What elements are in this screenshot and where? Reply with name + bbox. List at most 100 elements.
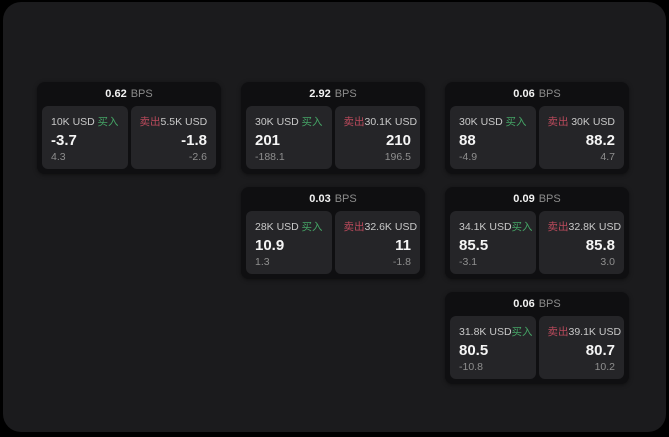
sell-sub-value: -2.6: [188, 150, 207, 163]
pane-top: 卖出 32.6K USD: [343, 219, 418, 234]
card-body: 34.1K USD 买入 85.5 -3.1 卖出 32.8K USD 85.8…: [450, 211, 624, 274]
sell-sub-value: 196.5: [384, 150, 411, 163]
pane-top: 卖出 30.1K USD: [343, 114, 418, 129]
sell-value: 210: [385, 131, 411, 149]
pane-top: 卖出 5.5K USD: [140, 114, 208, 129]
sell-value: 11: [395, 236, 411, 254]
sell-sub-value: -1.8: [392, 255, 411, 268]
card-body: 10K USD 买入 -3.7 4.3 卖出 5.5K USD -1.8 -2.…: [42, 106, 216, 169]
buy-pane[interactable]: 28K USD 买入 10.9 1.3: [246, 211, 332, 274]
buy-tag: 买入: [301, 116, 323, 128]
bps-header: 0.06 BPS: [450, 292, 624, 316]
sell-value: -1.8: [181, 131, 207, 149]
buy-tag: 买入: [511, 326, 533, 338]
buy-sub-value: 1.3: [255, 255, 270, 268]
card-body: 31.8K USD 买入 80.5 -10.8 卖出 39.1K USD 80.…: [450, 316, 624, 379]
buy-value: 85.5: [459, 236, 489, 254]
pane-top: 卖出 30K USD: [548, 114, 616, 129]
sell-amount: 30.1K USD: [364, 116, 418, 128]
bps-value: 0.03: [309, 193, 331, 205]
buy-sub-value: 4.3: [51, 150, 66, 163]
spread-card[interactable]: 0.06 BPS 31.8K USD 买入 80.5 -10.8 卖出 39.1…: [445, 292, 629, 384]
pane-top: 30K USD 买入: [255, 114, 323, 129]
spread-card-grid: 0.62 BPS 10K USD 买入 -3.7 4.3 卖出 5.5K USD: [37, 82, 629, 384]
pane-top: 卖出 39.1K USD: [547, 324, 622, 339]
bps-header: 0.62 BPS: [42, 82, 216, 106]
buy-sub-value: -10.8: [459, 360, 483, 373]
buy-pane[interactable]: 34.1K USD 买入 85.5 -3.1: [450, 211, 536, 274]
sell-pane[interactable]: 卖出 39.1K USD 80.7 10.2: [538, 316, 624, 379]
spread-card[interactable]: 0.06 BPS 30K USD 买入 88 -4.9 卖出 30K USD: [445, 82, 629, 174]
buy-pane[interactable]: 31.8K USD 买入 80.5 -10.8: [450, 316, 536, 379]
buy-sub-value: -3.1: [459, 255, 478, 268]
sell-amount: 5.5K USD: [160, 116, 208, 128]
sell-amount: 32.8K USD: [568, 221, 622, 233]
sell-pane[interactable]: 卖出 5.5K USD -1.8 -2.6: [130, 106, 216, 169]
app-panel: 0.62 BPS 10K USD 买入 -3.7 4.3 卖出 5.5K USD: [3, 2, 666, 432]
buy-value: 88: [459, 131, 476, 149]
sell-sub-value: 4.7: [600, 150, 615, 163]
buy-amount: 30K USD: [459, 116, 503, 128]
pane-top: 31.8K USD 买入: [459, 324, 533, 339]
sell-pane[interactable]: 卖出 30.1K USD 210 196.5: [334, 106, 420, 169]
buy-amount: 31.8K USD: [459, 326, 512, 338]
buy-sub-value: -188.1: [255, 150, 285, 163]
bps-unit: BPS: [538, 88, 561, 100]
sell-tag: 卖出: [547, 221, 569, 233]
card-body: 30K USD 买入 201 -188.1 卖出 30.1K USD 210 1…: [246, 106, 420, 169]
bps-unit: BPS: [334, 193, 357, 205]
bps-value: 0.62: [105, 88, 127, 100]
spread-card[interactable]: 2.92 BPS 30K USD 买入 201 -188.1 卖出 30.1K …: [241, 82, 425, 174]
buy-amount: 10K USD: [51, 116, 95, 128]
buy-tag: 买入: [505, 116, 527, 128]
card-body: 28K USD 买入 10.9 1.3 卖出 32.6K USD 11 -1.8: [246, 211, 420, 274]
sell-tag: 卖出: [343, 116, 365, 128]
bps-header: 0.09 BPS: [450, 187, 624, 211]
buy-value: 80.5: [459, 341, 489, 359]
spread-card[interactable]: 0.03 BPS 28K USD 买入 10.9 1.3 卖出 32.6K US…: [241, 187, 425, 279]
bps-value: 0.06: [513, 88, 535, 100]
sell-amount: 39.1K USD: [568, 326, 622, 338]
buy-value: 201: [255, 131, 281, 149]
sell-tag: 卖出: [547, 326, 569, 338]
sell-amount: 30K USD: [571, 116, 615, 128]
buy-sub-value: -4.9: [459, 150, 478, 163]
bps-unit: BPS: [538, 193, 561, 205]
sell-value: 80.7: [585, 341, 615, 359]
spread-card[interactable]: 0.09 BPS 34.1K USD 买入 85.5 -3.1 卖出 32.8K…: [445, 187, 629, 279]
sell-pane[interactable]: 卖出 30K USD 88.2 4.7: [538, 106, 624, 169]
pane-top: 34.1K USD 买入: [459, 219, 533, 234]
bps-unit: BPS: [538, 298, 561, 310]
sell-value: 85.8: [585, 236, 615, 254]
sell-sub-value: 3.0: [600, 255, 615, 268]
sell-pane[interactable]: 卖出 32.6K USD 11 -1.8: [334, 211, 420, 274]
buy-pane[interactable]: 30K USD 买入 88 -4.9: [450, 106, 536, 169]
pane-top: 28K USD 买入: [255, 219, 323, 234]
spread-card[interactable]: 0.62 BPS 10K USD 买入 -3.7 4.3 卖出 5.5K USD: [37, 82, 221, 174]
sell-tag: 卖出: [547, 116, 569, 128]
sell-amount: 32.6K USD: [364, 221, 418, 233]
buy-amount: 34.1K USD: [459, 221, 512, 233]
pane-top: 10K USD 买入: [51, 114, 119, 129]
buy-tag: 买入: [511, 221, 533, 233]
sell-pane[interactable]: 卖出 32.8K USD 85.8 3.0: [538, 211, 624, 274]
pane-top: 30K USD 买入: [459, 114, 527, 129]
buy-pane[interactable]: 10K USD 买入 -3.7 4.3: [42, 106, 128, 169]
bps-value: 0.09: [513, 193, 535, 205]
bps-header: 0.06 BPS: [450, 82, 624, 106]
buy-value: 10.9: [255, 236, 285, 254]
buy-amount: 28K USD: [255, 221, 299, 233]
bps-unit: BPS: [334, 88, 357, 100]
bps-value: 2.92: [309, 88, 331, 100]
sell-tag: 卖出: [343, 221, 365, 233]
sell-value: 88.2: [585, 131, 615, 149]
bps-header: 0.03 BPS: [246, 187, 420, 211]
buy-value: -3.7: [51, 131, 77, 149]
buy-tag: 买入: [301, 221, 323, 233]
bps-unit: BPS: [130, 88, 153, 100]
sell-tag: 卖出: [139, 116, 161, 128]
sell-sub-value: 10.2: [594, 360, 615, 373]
buy-pane[interactable]: 30K USD 买入 201 -188.1: [246, 106, 332, 169]
card-body: 30K USD 买入 88 -4.9 卖出 30K USD 88.2 4.7: [450, 106, 624, 169]
bps-header: 2.92 BPS: [246, 82, 420, 106]
